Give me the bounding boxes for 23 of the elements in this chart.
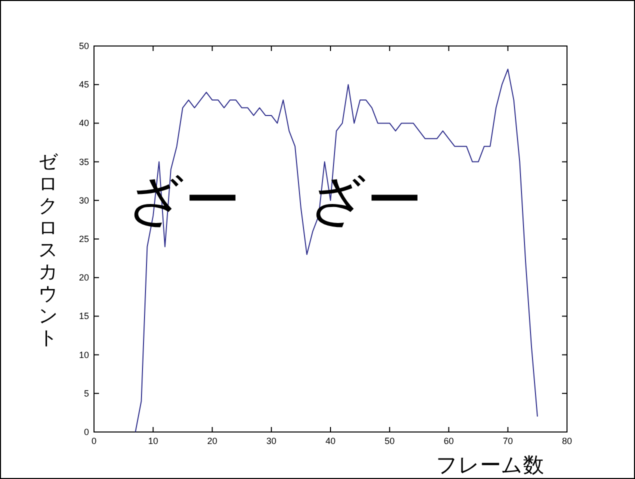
y-tick-label: 40 [78,118,89,128]
y-tick-label: 0 [84,427,89,437]
y-tick-label: 30 [78,195,89,206]
x-tick-label: 50 [384,436,395,446]
y-tick-label: 45 [78,80,89,90]
x-tick-label: 10 [148,436,158,446]
x-tick-label: 20 [207,436,218,446]
x-tick-label: 70 [502,436,513,446]
y-tick-label: 50 [78,41,89,51]
x-tick-label: 0 [91,436,97,446]
y-tick-label: 5 [84,388,89,398]
y-tick-label: 10 [78,350,89,360]
line-series [134,68,538,432]
y-tick-label: 25 [78,234,89,244]
y-tick-label: 15 [78,311,89,322]
x-tick-label: 80 [562,436,572,446]
x-tick-label: 40 [325,436,336,446]
text: ゼロクロスカウント [38,151,58,349]
x-tick-label: 30 [266,436,276,446]
y-tick-label: 35 [78,156,89,167]
x-axis-title: フレーム数 [436,453,544,477]
x-tick-label: 60 [444,436,454,446]
y-tick-label: 20 [78,272,89,283]
